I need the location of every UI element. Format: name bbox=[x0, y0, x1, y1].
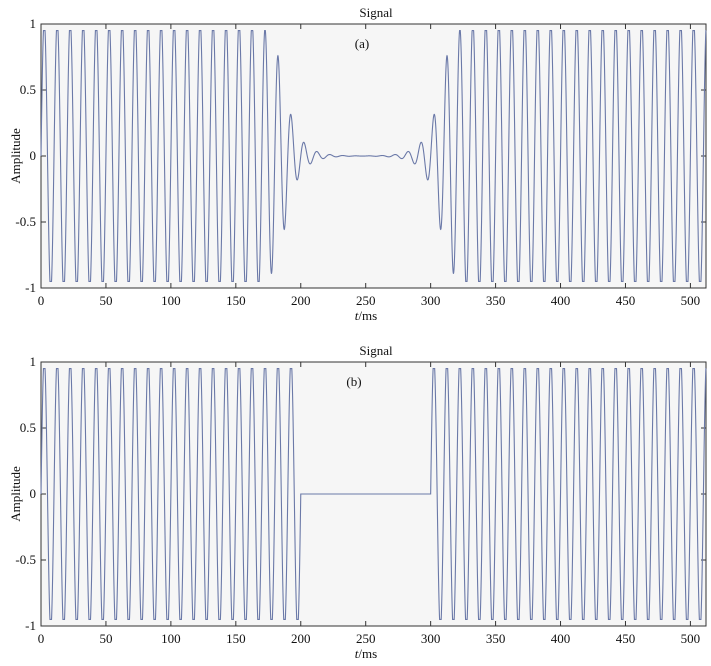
signal-series-b bbox=[40, 368, 707, 620]
chart-title-a: Signal bbox=[359, 5, 393, 20]
x-tick-label-b: 350 bbox=[486, 631, 506, 646]
x-tick-label-a: 100 bbox=[161, 293, 181, 308]
x-tick-label-b: 400 bbox=[551, 631, 571, 646]
x-axis-label-var-a: t bbox=[355, 308, 359, 323]
x-tick-label-a: 400 bbox=[551, 293, 571, 308]
y-axis-label-a: Amplitude bbox=[8, 128, 23, 184]
x-tick-label-b: 300 bbox=[421, 631, 441, 646]
y-tick-label-b: 0.5 bbox=[20, 420, 36, 435]
x-tick-label-b: 250 bbox=[356, 631, 376, 646]
x-axis-label-b: t/ms bbox=[355, 646, 377, 661]
y-tick-label-a: 0 bbox=[30, 148, 37, 163]
chart-panel-a: Signal (a) 0 50 100 150 200 250 300 350 400 450 50… bbox=[8, 5, 707, 323]
x-tick-label-a: 300 bbox=[421, 293, 441, 308]
chart-title-b: Signal bbox=[359, 343, 393, 358]
y-axis-label-b: Amplitude bbox=[8, 466, 23, 522]
axis-ticks-a: 0 50 100 150 200 250 300 350 400 450 500 1 0.5 0 -0.5 -… bbox=[15, 16, 706, 308]
y-tick-label-b: -0.5 bbox=[15, 552, 36, 567]
x-tick-label-b: 200 bbox=[291, 631, 311, 646]
x-tick-label-b: 50 bbox=[99, 631, 112, 646]
x-tick-label-b: 0 bbox=[38, 631, 45, 646]
x-tick-label-a: 250 bbox=[356, 293, 376, 308]
x-tick-label-a: 450 bbox=[616, 293, 636, 308]
y-tick-label-a: 1 bbox=[30, 16, 37, 31]
panel-annotation-b: (b) bbox=[346, 374, 361, 389]
x-axis-label-a: t/ms bbox=[355, 308, 377, 323]
x-tick-label-b: 100 bbox=[161, 631, 181, 646]
x-tick-label-a: 50 bbox=[99, 293, 112, 308]
y-tick-label-a: -0.5 bbox=[15, 214, 36, 229]
x-tick-label-b: 150 bbox=[226, 631, 246, 646]
y-tick-label-b: 0 bbox=[30, 486, 37, 501]
chart-panel-b: Signal (b) 0 50 100 150 200 250 300 350 400 450 50… bbox=[8, 343, 707, 661]
x-tick-label-a: 150 bbox=[226, 293, 246, 308]
y-tick-label-b: 1 bbox=[30, 354, 37, 369]
x-tick-label-a: 350 bbox=[486, 293, 506, 308]
x-axis-label-unit-a: /ms bbox=[358, 308, 377, 323]
x-axis-label-unit-b: /ms bbox=[358, 646, 377, 661]
x-tick-label-b: 450 bbox=[616, 631, 636, 646]
signal-series-a bbox=[40, 30, 707, 282]
x-tick-label-a: 0 bbox=[38, 293, 45, 308]
y-tick-label-a: 0.5 bbox=[20, 82, 36, 97]
panel-annotation-a: (a) bbox=[355, 36, 369, 51]
x-tick-label-a: 500 bbox=[681, 293, 701, 308]
axis-ticks-b: 0 50 100 150 200 250 300 350 400 450 500 1 0.5 0 -0.5 -… bbox=[15, 354, 706, 646]
y-tick-label-a: -1 bbox=[25, 280, 36, 295]
y-tick-label-b: -1 bbox=[25, 618, 36, 633]
x-tick-label-b: 500 bbox=[681, 631, 701, 646]
x-tick-label-a: 200 bbox=[291, 293, 311, 308]
x-axis-label-var-b: t bbox=[355, 646, 359, 661]
